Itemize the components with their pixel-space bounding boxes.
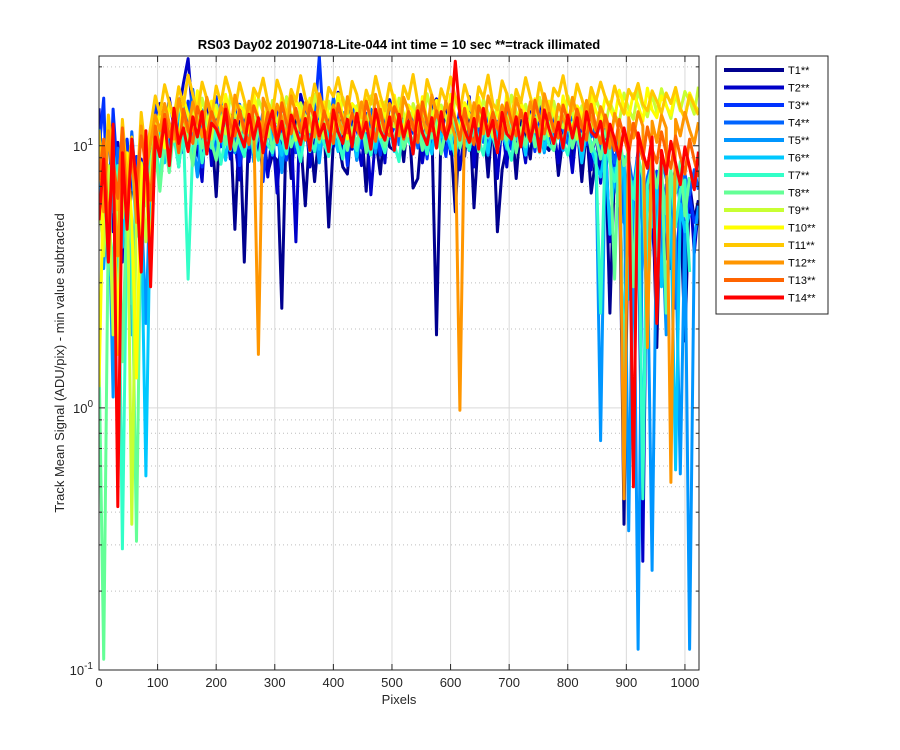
x-tick-label: 200 (205, 675, 227, 690)
x-tick-label: 900 (615, 675, 637, 690)
y-axis-label: Track Mean Signal (ADU/pix) - min value … (52, 213, 67, 512)
series-line-14 (99, 59, 699, 509)
x-tick-label: 0 (95, 675, 102, 690)
chart-title: RS03 Day02 20190718-Lite-044 int time = … (198, 37, 601, 52)
plot-area: 0 100 200 300 400 500 600 700 800 900 1000 10-1 100 1… (70, 55, 700, 690)
y-tick-label: 101 (73, 137, 93, 154)
x-tick-label: 800 (557, 675, 579, 690)
legend-label-14: T14** (788, 293, 816, 305)
x-tick-label: 100 (147, 675, 169, 690)
legend-label-11: T11** (788, 240, 815, 252)
x-tick-label: 400 (323, 675, 345, 690)
legend-label-1: T1** (788, 65, 810, 77)
legend-items: T1** T2** T3** T4** T5** T6** T7** T8** T9** T10*… (724, 65, 816, 305)
legend-label-8: T8** (788, 188, 810, 200)
plot-frame (98, 55, 700, 671)
legend-label-9: T9** (788, 205, 810, 217)
x-tick-label: 600 (440, 675, 462, 690)
axis-ticks: 0 100 200 300 400 500 600 700 800 900 1000 10-1 100 1… (70, 56, 699, 690)
x-axis-label: Pixels (382, 692, 417, 707)
x-tick-label: 500 (381, 675, 403, 690)
legend: T1** T2** T3** T4** T5** T6** T7** T8** T9** T10*… (715, 55, 829, 315)
legend-label-12: T12** (788, 258, 816, 270)
legend-label-2: T2** (788, 83, 810, 95)
legend-label-6: T6** (788, 153, 810, 165)
legend-label-7: T7** (788, 170, 810, 182)
legend-box (715, 55, 829, 315)
x-tick-label: 1000 (670, 675, 699, 690)
series-lines (99, 56, 699, 661)
legend-label-4: T4** (788, 118, 810, 130)
legend-label-10: T10** (788, 223, 816, 235)
x-tick-label: 300 (264, 675, 286, 690)
legend-label-3: T3** (788, 100, 810, 112)
legend-label-5: T5** (788, 135, 810, 147)
legend-label-13: T13** (788, 275, 816, 287)
x-tick-label: 700 (498, 675, 520, 690)
y-tick-label: 100 (73, 399, 93, 416)
y-tick-label: 10-1 (70, 661, 94, 678)
